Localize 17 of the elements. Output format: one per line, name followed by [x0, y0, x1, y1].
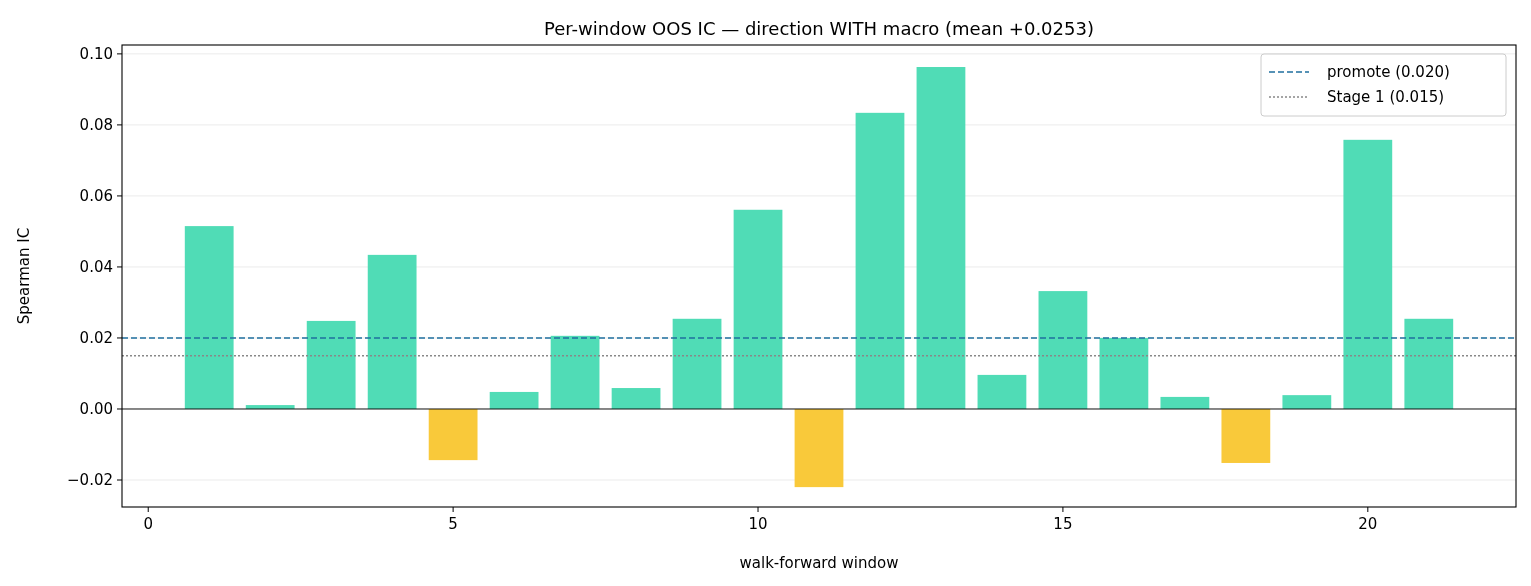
x-tick-label: 15	[1053, 515, 1073, 533]
chart-title: Per-window OOS IC — direction WITH macro (mean +0.0253)	[544, 18, 1094, 39]
y-tick-label: 0.00	[79, 399, 113, 418]
x-tick-label: 20	[1358, 515, 1378, 533]
y-tick-label: 0.06	[79, 186, 113, 205]
x-tick-label: 10	[748, 515, 768, 533]
y-axis-title: Spearman IC	[15, 227, 33, 325]
y-tick-label: −0.02	[67, 471, 113, 490]
y-tick-label: 0.10	[79, 44, 113, 63]
legend-label: promote (0.020)	[1327, 63, 1450, 81]
legend-label: Stage 1 (0.015)	[1327, 88, 1445, 106]
y-tick-label: 0.02	[79, 328, 113, 347]
y-tick-label: 0.08	[79, 115, 113, 134]
x-tick-label: 0	[143, 515, 153, 533]
x-axis-title: walk-forward window	[739, 554, 899, 572]
y-tick-label: 0.04	[79, 257, 113, 276]
x-tick-label: 5	[448, 515, 458, 533]
